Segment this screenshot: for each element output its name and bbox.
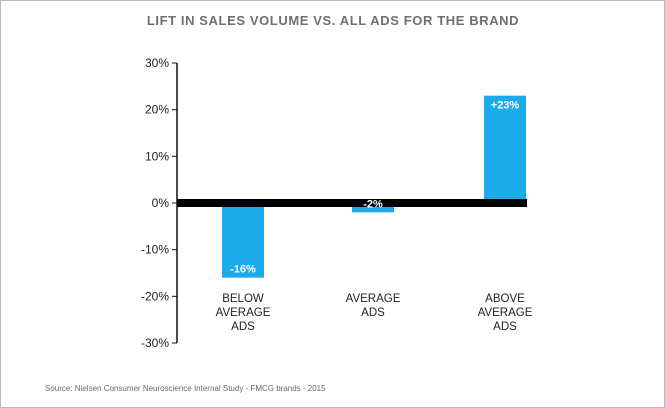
x-category-label: AVERAGE ADS [346, 293, 401, 319]
x-category-label-line: ABOVE [485, 293, 525, 305]
x-category-label-line: AVERAGE [216, 307, 271, 319]
x-category-label-line: ADS [493, 321, 517, 333]
chart-title: LIFT IN SALES VOLUME VS. ALL ADS FOR THE… [147, 13, 519, 28]
x-category-label: ABOVE AVERAGE ADS [478, 293, 533, 333]
bar [352, 203, 394, 213]
y-tick-label: 20% [145, 103, 169, 117]
source-note: Source: Nielsen Consumer Neuroscience In… [45, 384, 326, 393]
y-tick-label: -30% [141, 336, 169, 350]
x-category-label-line: ADS [231, 321, 255, 333]
bar [222, 203, 264, 278]
x-category-label-line: ADS [361, 307, 385, 319]
x-category-label-line: AVERAGE [478, 307, 533, 319]
x-category-label: BELOW AVERAGE ADS [216, 293, 271, 333]
y-tick-label: -10% [141, 243, 169, 257]
bar-value-label: +23% [491, 100, 520, 112]
zero-baseline [177, 199, 527, 207]
x-category-label-line: BELOW [222, 293, 264, 305]
bar [484, 95, 526, 203]
y-tick-label: 30% [145, 56, 169, 70]
bar-value-label: -16% [230, 264, 256, 276]
y-tick-label: 10% [145, 149, 169, 163]
x-category-label-line: AVERAGE [346, 293, 401, 305]
y-tick-label: -20% [141, 289, 169, 303]
bar-value-label: -2% [363, 198, 383, 210]
y-tick-label: 0% [152, 196, 170, 210]
